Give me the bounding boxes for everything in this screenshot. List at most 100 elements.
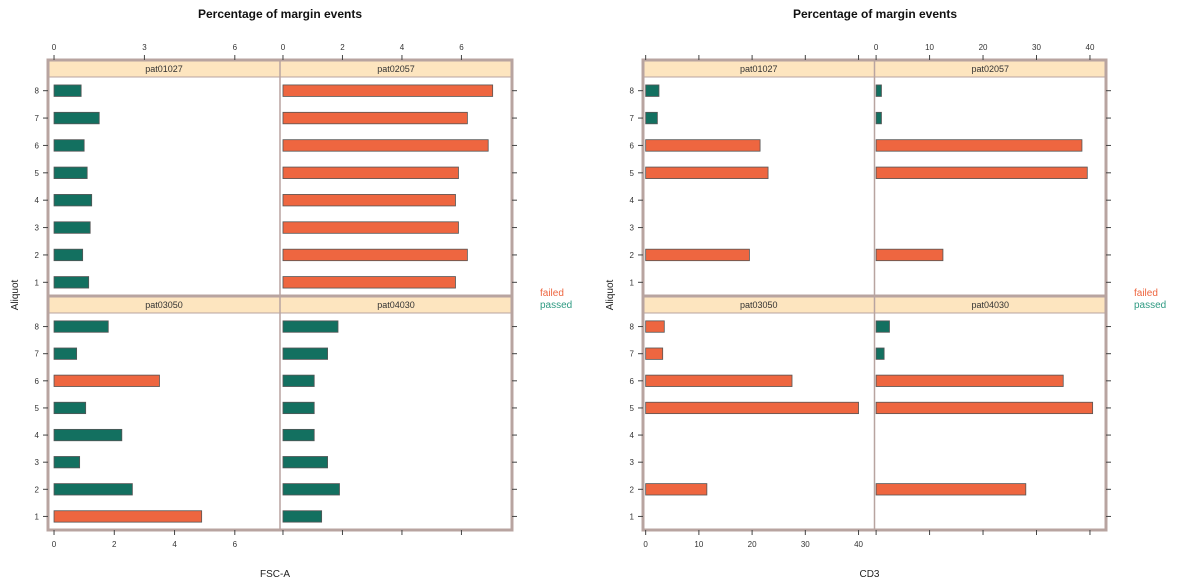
y-tick-label: 7 [35,350,40,359]
bar-aliquot-7 [875,347,885,360]
x-tick-label: 40 [854,540,863,549]
y-tick-label: 2 [630,251,635,260]
y-tick-label: 4 [35,431,40,440]
chart-2: Percentage of margin events pat01027 pat02… [605,7,1166,580]
bar-aliquot-5 [53,166,88,179]
y-tick-label: 5 [35,169,40,178]
bar-aliquot-2 [875,483,1027,496]
x-tick-label: 6 [459,43,464,52]
y-tick-label: 2 [630,485,635,494]
chart-title: Percentage of margin events [793,7,957,21]
bar-aliquot-4 [282,428,315,442]
y-tick-label: 3 [630,458,635,467]
y-tick-label: 8 [35,87,40,96]
strip-label: pat04030 [377,300,415,310]
y-tick-label: 4 [630,196,635,205]
bar-aliquot-8 [875,84,882,97]
bar-aliquot-8 [282,84,494,97]
x-tick-label: 2 [340,43,345,52]
bar-aliquot-4 [53,194,93,207]
bar-aliquot-3 [282,456,328,469]
x-tick-label: 0 [874,43,879,52]
x-tick-label: 4 [172,540,177,549]
bar-aliquot-7 [53,111,100,125]
y-tick-label: 6 [630,141,635,150]
x-tick-label: 20 [979,43,988,52]
panel-pat02057: pat02057 [279,59,513,289]
strip-label: pat02057 [377,64,415,74]
y-tick-label: 8 [630,323,635,332]
bar-aliquot-4 [53,428,123,442]
y-tick-label: 1 [630,278,635,287]
bar-aliquot-4 [282,194,456,207]
bar-aliquot-5 [875,401,1094,415]
y-tick-label: 3 [35,224,40,233]
y-tick-label: 8 [35,323,40,332]
bar-aliquot-5 [282,166,459,179]
y-axis-label: Aliquot [605,279,616,310]
chart-title: Percentage of margin events [198,7,362,21]
bar-aliquot-7 [282,111,468,125]
y-tick-label: 4 [630,431,635,440]
bar-aliquot-5 [875,166,1088,179]
panel-pat04030: pat04030 [279,295,513,523]
strip-label: pat03050 [145,300,183,310]
panel-pat01027: pat01027 [642,59,875,262]
bar-aliquot-3 [282,221,459,234]
panel-pat03050: pat03050 [47,295,281,523]
y-tick-label: 5 [630,404,635,413]
x-tick-label: 0 [52,43,57,52]
panel-pat03050: pat03050 [642,295,875,496]
bar-aliquot-2 [875,248,944,262]
bar-aliquot-1 [53,276,90,289]
y-tick-label: 3 [35,458,40,467]
chart-1: Percentage of margin events pat01027 pat02… [10,7,572,580]
x-tick-label: 0 [281,43,286,52]
x-tick-label: 0 [643,540,648,549]
bar-aliquot-3 [53,221,91,234]
y-tick-label: 4 [35,196,40,205]
strip-label: pat01027 [145,64,183,74]
y-tick-label: 8 [630,87,635,96]
bar-aliquot-2 [53,248,84,262]
y-tick-label: 1 [35,512,40,521]
bar-aliquot-5 [645,166,769,179]
bar-aliquot-5 [282,401,315,415]
y-axis-label: Aliquot [10,279,21,310]
bar-aliquot-6 [875,139,1083,152]
x-tick-label: 4 [400,43,405,52]
y-tick-label: 1 [630,512,635,521]
legend-passed: passed [540,300,572,311]
bar-aliquot-6 [645,139,761,152]
bar-aliquot-1 [282,510,323,523]
bar-aliquot-2 [645,248,750,262]
legend-passed: passed [1134,300,1166,311]
bar-aliquot-2 [282,248,468,262]
bar-aliquot-6 [53,139,85,152]
y-tick-label: 6 [630,377,635,386]
y-tick-label: 6 [35,141,40,150]
strip-label: pat04030 [971,300,1009,310]
bar-aliquot-8 [53,84,82,97]
bar-aliquot-1 [282,276,456,289]
strip-label: pat02057 [971,64,1009,74]
bar-aliquot-7 [53,347,78,360]
x-tick-label: 20 [748,540,757,549]
y-tick-label: 7 [630,350,635,359]
bar-aliquot-8 [645,320,665,333]
bar-aliquot-1 [53,510,203,523]
x-tick-label: 10 [925,43,934,52]
x-tick-label: 30 [1032,43,1041,52]
bar-aliquot-2 [53,483,133,496]
bar-aliquot-6 [282,139,489,152]
x-tick-label: 6 [233,43,238,52]
strip-label: pat01027 [740,64,778,74]
bar-aliquot-6 [282,374,315,387]
y-tick-label: 7 [35,114,40,123]
panel-pat02057: pat02057 [874,59,1107,262]
bar-aliquot-6 [645,374,793,387]
bar-aliquot-8 [282,320,339,333]
